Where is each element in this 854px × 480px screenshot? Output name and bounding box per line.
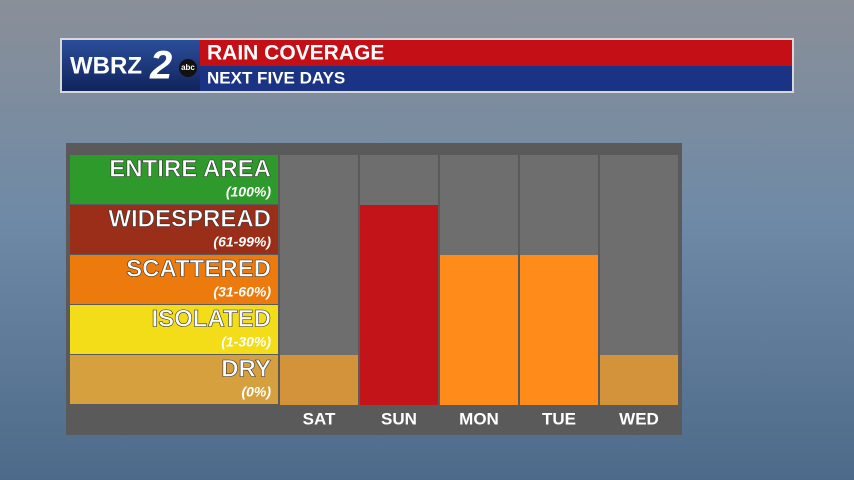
bar xyxy=(440,255,518,405)
x-tick-label: SUN xyxy=(381,409,417,428)
x-tick-label: TUE xyxy=(542,409,576,428)
logo-network: abc xyxy=(181,63,195,72)
level-range: (100%) xyxy=(226,184,271,200)
title: RAIN COVERAGE xyxy=(207,42,384,65)
bar xyxy=(520,255,598,405)
level-label: ENTIRE AREA xyxy=(109,155,271,182)
level-range: (1-30%) xyxy=(221,334,271,350)
logo-number: 2 xyxy=(149,44,172,88)
x-tick-label: WED xyxy=(619,409,659,428)
logo-panel xyxy=(62,40,200,91)
x-tick-label: MON xyxy=(459,409,499,428)
level-row xyxy=(70,355,278,404)
level-label: WIDESPREAD xyxy=(108,205,271,232)
x-tick-label: SAT xyxy=(303,409,336,428)
level-range: (0%) xyxy=(241,384,271,400)
logo-text: WBRZ xyxy=(70,52,142,79)
level-label: ISOLATED xyxy=(151,305,271,332)
level-label: DRY xyxy=(221,355,271,382)
level-range: (31-60%) xyxy=(213,284,271,300)
subtitle: NEXT FIVE DAYS xyxy=(207,68,345,87)
bar xyxy=(360,205,438,405)
bar xyxy=(280,355,358,405)
level-range: (61-99%) xyxy=(213,234,271,250)
level-row xyxy=(70,205,278,254)
level-label: SCATTERED xyxy=(126,255,271,282)
logo-circle xyxy=(179,59,197,77)
bar xyxy=(600,355,678,405)
level-row xyxy=(70,155,278,204)
level-row xyxy=(70,305,278,354)
level-row xyxy=(70,255,278,304)
